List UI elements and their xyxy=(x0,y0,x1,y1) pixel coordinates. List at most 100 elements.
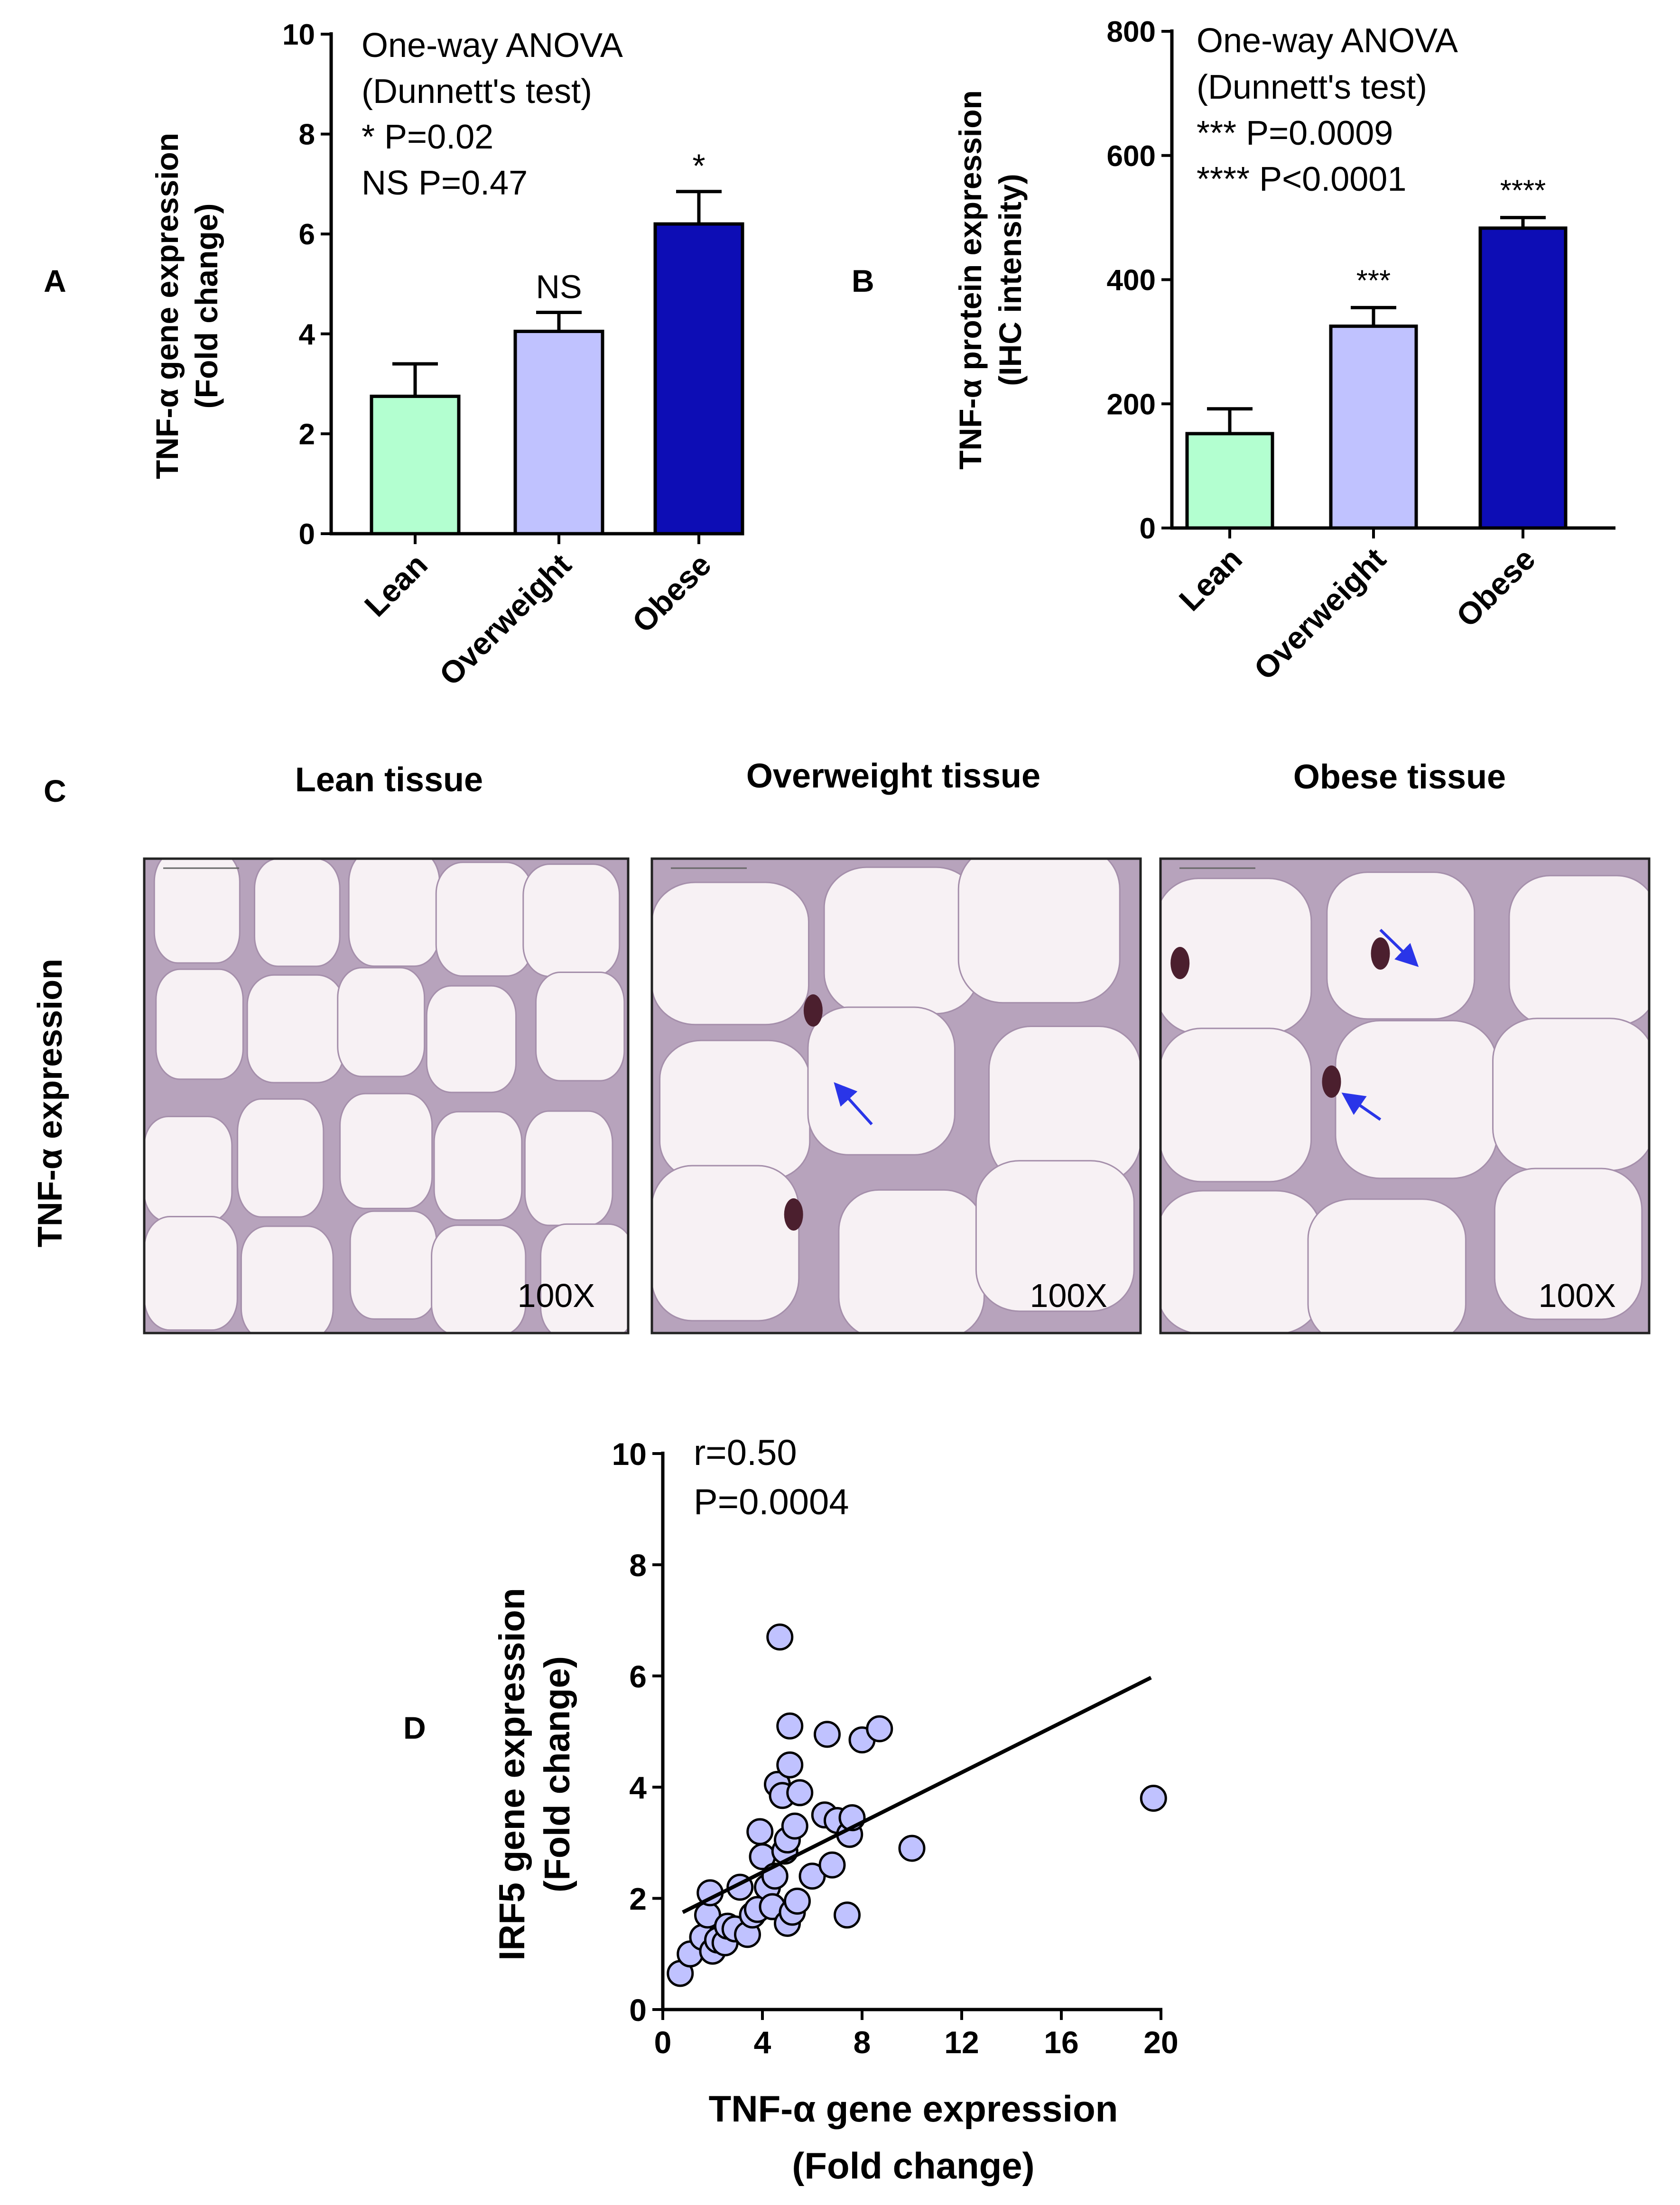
chart-d-point xyxy=(781,1812,808,1840)
adipocyte xyxy=(659,1039,811,1181)
chart-a-ytick-label: 6 xyxy=(299,218,315,251)
chart-d-xtick-label: 12 xyxy=(944,2025,979,2060)
adipocyte xyxy=(522,863,621,977)
chart-a-ytick-label: 2 xyxy=(299,418,315,451)
adipocyte xyxy=(144,1115,233,1223)
stained-cell xyxy=(1371,937,1390,970)
stained-cell xyxy=(803,994,823,1027)
panel-label-b: B xyxy=(852,263,874,298)
adipocyte xyxy=(524,1110,613,1226)
adipocyte xyxy=(823,866,980,1015)
chart-b-category-label: Overweight xyxy=(1247,541,1392,686)
chart-a-bar-lean xyxy=(370,394,461,536)
adipocyte xyxy=(975,1160,1135,1312)
chart-d-ytick-label: 6 xyxy=(629,1659,647,1694)
adipocyte xyxy=(339,1093,433,1209)
chart-d-ytick-label: 0 xyxy=(629,1992,647,2028)
adipocyte xyxy=(348,859,441,967)
chart-d-xtick-label: 8 xyxy=(854,2025,871,2060)
adipocyte xyxy=(957,859,1121,1004)
chart-d-ytick-label: 8 xyxy=(629,1547,647,1583)
chart-d-point xyxy=(786,1779,814,1807)
chart-a-bar-overweight xyxy=(513,330,604,536)
chart-b-significance: **** xyxy=(1500,175,1546,207)
chart-d-xtick-label: 0 xyxy=(654,2025,672,2060)
chart-b-ytick-label: 200 xyxy=(1107,388,1156,421)
chart-d-ylabel-line1: IRF5 gene expression xyxy=(492,1588,532,1961)
adipocyte xyxy=(246,974,344,1084)
adipocyte xyxy=(435,862,534,977)
chart-d-point xyxy=(818,1851,846,1879)
chart-d-xtick-label: 16 xyxy=(1044,2025,1078,2060)
chart-d-xtick-label: 4 xyxy=(754,2025,771,2060)
magnification-label: 100X xyxy=(1539,1277,1616,1314)
chart-b-bar-lean xyxy=(1185,432,1274,530)
tissue-frame xyxy=(143,857,630,1334)
tissue-title-overweight: Overweight tissue xyxy=(746,757,1040,795)
chart-a-annotation-line1: One-way ANOVA xyxy=(362,27,623,65)
adipocyte xyxy=(838,1189,985,1333)
adipocyte xyxy=(1335,1019,1498,1179)
chart-a-annotation-line3: * P=0.02 xyxy=(362,118,493,156)
chart-d-annotation-line2: P=0.0004 xyxy=(694,1482,849,1522)
chart-b-ylabel-line2: (IHC intensity) xyxy=(993,174,1028,386)
chart-d-ytick-label: 2 xyxy=(629,1881,647,1917)
adipocyte xyxy=(1508,875,1649,1026)
adipocyte xyxy=(540,1223,628,1333)
stained-cell xyxy=(784,1198,803,1231)
chart-b-ytick-label: 400 xyxy=(1107,264,1156,297)
adipocyte xyxy=(652,881,809,1026)
chart-b-ytick-label: 0 xyxy=(1140,512,1156,545)
chart-d-point xyxy=(866,1715,893,1742)
chart-d-point xyxy=(784,1887,811,1915)
chart-d-point xyxy=(834,1901,861,1929)
chart-d-point xyxy=(766,1623,794,1651)
adipocyte xyxy=(337,967,426,1077)
chart-b-ytick-label: 800 xyxy=(1107,16,1156,48)
panel-label-a: A xyxy=(44,263,66,298)
tissue-image-lean xyxy=(144,859,628,1333)
chart-d-point xyxy=(746,1818,774,1845)
adipocyte xyxy=(807,1006,956,1156)
chart-d-ytick-label: 4 xyxy=(629,1770,647,1805)
chart-b-bar-overweight xyxy=(1329,324,1418,530)
chart-a-ylabel-line1: TNF-α gene expression xyxy=(149,133,185,479)
chart-b-category-label: Lean xyxy=(1172,541,1249,618)
chart-d-point xyxy=(776,1712,804,1740)
chart-a-bar-obese xyxy=(653,222,744,536)
chart-d-point xyxy=(898,1834,926,1862)
chart-d: IRF5 gene expression (Fold change) TNF-α… xyxy=(492,1433,1179,2186)
chart-a-category-label: Obese xyxy=(625,547,718,639)
chart-a-ylabel-line2: (Fold change) xyxy=(189,204,224,409)
adipocyte xyxy=(1326,871,1476,1020)
chart-d-point xyxy=(1140,1785,1167,1812)
stained-cell xyxy=(1170,947,1190,979)
tissue-frame xyxy=(650,857,1142,1334)
adipocyte xyxy=(1160,1190,1322,1333)
tissue-image-obese xyxy=(1160,859,1649,1333)
chart-b-ytick-label: 600 xyxy=(1107,140,1156,173)
adipocyte xyxy=(433,1111,523,1221)
chart-b-category-label: Obese xyxy=(1449,541,1542,634)
chart-d-point xyxy=(814,1721,841,1748)
chart-a-annotation-line4: NS P=0.47 xyxy=(362,164,528,202)
chart-a-significance: * xyxy=(692,148,705,185)
chart-b-significance: *** xyxy=(1356,264,1391,297)
chart-a-ytick-label: 0 xyxy=(299,518,315,551)
chart-a-annotation-line2: (Dunnett's test) xyxy=(362,73,592,111)
arrow-icon xyxy=(834,1082,873,1126)
tissue-title-obese: Obese tissue xyxy=(1293,758,1506,796)
tissue-title-lean: Lean tissue xyxy=(295,761,483,799)
chart-a-category-label: Overweight xyxy=(432,547,577,692)
adipocyte xyxy=(153,859,241,964)
chart-b-annotation-line3: *** P=0.0009 xyxy=(1197,114,1393,152)
adipocyte xyxy=(426,985,517,1093)
panel-label-d: D xyxy=(403,1710,426,1745)
arrow-icon xyxy=(1379,928,1419,967)
adipocyte xyxy=(1492,1018,1649,1171)
chart-a-ytick-label: 8 xyxy=(299,119,315,151)
adipocyte xyxy=(155,968,244,1080)
chart-a-ytick-label: 4 xyxy=(299,318,316,351)
chart-d-annotation-line1: r=0.50 xyxy=(694,1433,797,1473)
chart-b-annotation-line2: (Dunnett's test) xyxy=(1197,68,1427,106)
